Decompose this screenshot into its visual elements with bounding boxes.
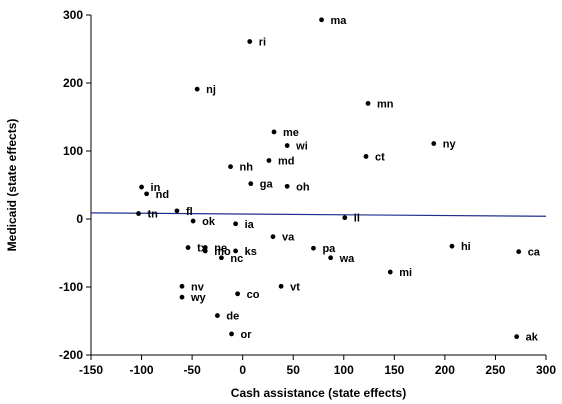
point-label-ak: ak: [526, 332, 539, 344]
point-label-ct: ct: [375, 151, 385, 163]
point-label-ma: ma: [331, 15, 348, 27]
point-ga: [248, 181, 254, 187]
point-label-md: md: [278, 156, 295, 168]
point-ny: [431, 141, 437, 146]
point-label-wa: wa: [339, 253, 356, 265]
point-label-ri: ri: [259, 37, 266, 49]
point-label-vt: vt: [290, 281, 300, 293]
y-tick-label: 300: [63, 8, 83, 22]
x-tick-label: 100: [334, 363, 354, 377]
point-label-ne: ne: [214, 243, 227, 255]
point-mn: [365, 101, 371, 106]
point-nj: [194, 86, 200, 92]
point-oh: [284, 183, 290, 189]
y-tick-label: 200: [63, 76, 83, 90]
point-label-hi: hi: [461, 241, 471, 253]
point-label-nc: nc: [230, 253, 243, 265]
point-ak: [514, 334, 520, 340]
point-wa: [328, 255, 334, 261]
point-tn: [136, 211, 141, 216]
point-label-il: il: [354, 213, 360, 225]
fit-line-group: [90, 212, 547, 217]
point-wy: [179, 294, 185, 300]
point-label-pa: pa: [322, 243, 336, 255]
point-il: [342, 215, 348, 221]
axes: [90, 15, 546, 356]
point-nd: [144, 191, 150, 197]
y-tick-label: -200: [59, 348, 83, 362]
point-label-tx: tx: [197, 243, 208, 255]
x-tick-label: -150: [79, 363, 103, 377]
x-tick-label: 250: [485, 363, 505, 377]
y-tick-label: 100: [63, 144, 83, 158]
y-tick-label: 0: [76, 212, 83, 226]
point-label-wi: wi: [295, 141, 308, 153]
point-nc: [219, 255, 224, 261]
point-label-nh: nh: [240, 162, 254, 174]
x-tick-label: 200: [435, 363, 455, 377]
point-de: [214, 313, 220, 318]
x-tick-label: -100: [130, 363, 154, 377]
point-label-va: va: [282, 232, 295, 244]
y-axis-title: Medicaid (state effects): [5, 119, 19, 252]
point-ma: [319, 17, 324, 23]
point-label-nd: nd: [156, 189, 169, 201]
point-label-wy: wy: [190, 292, 207, 304]
x-axis-ticks: -150 -100 -50 0 50 100 150 200 250 300: [79, 355, 556, 377]
point-md: [266, 158, 272, 163]
point-tx: [185, 245, 191, 250]
point-label-or: or: [241, 329, 253, 341]
point-pa: [311, 245, 316, 251]
point-in: [139, 184, 144, 190]
point-label-co: co: [247, 289, 260, 301]
point-ks: [233, 248, 238, 254]
x-tick-label: 150: [384, 363, 404, 377]
point-label-de: de: [226, 311, 239, 323]
point-label-mn: mn: [377, 98, 394, 110]
point-label-oh: oh: [296, 181, 310, 193]
point-ct: [363, 154, 369, 159]
point-ia: [233, 221, 238, 227]
point-label-ks: ks: [245, 246, 257, 258]
x-tick-label: 300: [536, 363, 556, 377]
point-va: [270, 234, 276, 240]
point-fl: [174, 208, 180, 214]
point-label-ok: ok: [202, 216, 216, 228]
point-label-ga: ga: [260, 179, 274, 191]
point-hi: [449, 243, 455, 249]
point-label-ia: ia: [245, 219, 255, 231]
y-axis-ticks: -200 -100 0 100 200 300: [59, 8, 91, 362]
point-nh: [228, 164, 233, 170]
point-label-me: me: [283, 127, 299, 139]
point-co: [235, 291, 241, 297]
point-ri: [247, 39, 253, 44]
point-me: [271, 129, 277, 135]
x-tick-label: -50: [183, 363, 201, 377]
x-axis-title: Cash assistance (state effects): [231, 386, 406, 400]
point-nv: [179, 283, 185, 289]
point-label-in: in: [151, 182, 161, 194]
point-ok: [190, 218, 196, 224]
point-wi: [284, 143, 290, 148]
point-ca: [516, 249, 522, 255]
x-tick-label: 0: [239, 363, 246, 377]
fit-line: [90, 212, 547, 217]
point-mi: [387, 269, 393, 275]
point-label-fl: fl: [186, 206, 193, 218]
point-mo: [202, 248, 208, 254]
point-label-mo: mo: [214, 246, 231, 258]
point-label-nv: nv: [191, 281, 205, 293]
point-label-nj: nj: [206, 84, 216, 96]
point-label-ny: ny: [443, 139, 457, 151]
x-tick-label: 50: [287, 363, 301, 377]
point-ne: [202, 245, 208, 250]
point-or: [229, 331, 234, 337]
point-label-ca: ca: [528, 247, 541, 259]
point-vt: [278, 283, 284, 289]
point-label-mi: mi: [399, 267, 412, 279]
y-tick-label: -100: [59, 280, 83, 294]
point-label-tn: tn: [148, 209, 159, 221]
